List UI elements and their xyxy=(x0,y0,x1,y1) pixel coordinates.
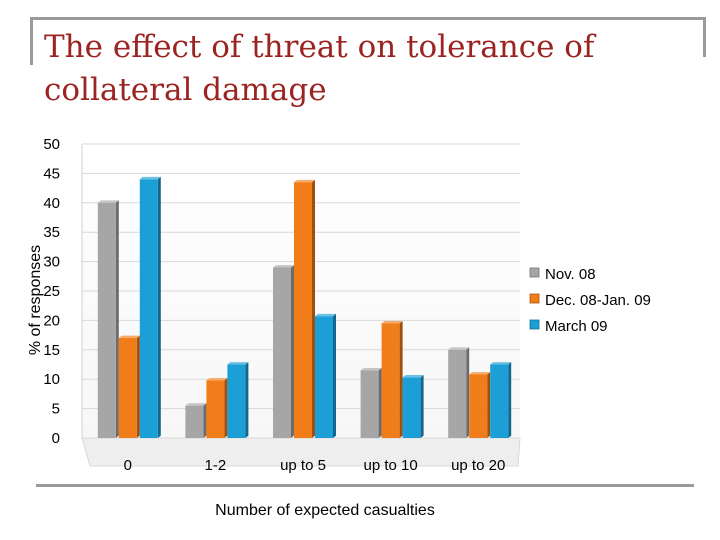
bar-top xyxy=(469,372,491,375)
bar-top xyxy=(402,375,424,378)
bar-front xyxy=(185,405,204,438)
bar xyxy=(273,265,294,438)
legend-item: Nov. 08 xyxy=(529,266,596,283)
bar-front xyxy=(490,364,509,438)
bar-top xyxy=(227,362,249,365)
bar-side xyxy=(115,200,119,438)
bar-side xyxy=(487,372,491,438)
bar-front xyxy=(273,267,291,438)
y-tick-label: 40 xyxy=(43,195,60,212)
slide-title: The effect of threat on tolerance of col… xyxy=(44,29,595,108)
x-axis-label: Number of expected casualties xyxy=(215,502,435,519)
bar-top xyxy=(185,403,207,406)
y-tick-label: 5 xyxy=(52,401,60,418)
bar-side xyxy=(157,176,161,438)
bar xyxy=(185,403,207,438)
bar-front xyxy=(227,364,246,438)
y-tick-label: 45 xyxy=(43,165,60,182)
bar-top xyxy=(381,320,403,324)
bar-side xyxy=(420,375,424,438)
bar-front xyxy=(97,202,116,438)
bar xyxy=(315,313,336,438)
bar-side xyxy=(245,362,249,438)
slide-frame-left xyxy=(30,17,33,65)
bar-front xyxy=(118,338,137,438)
bar-top xyxy=(448,347,470,350)
bar-top xyxy=(315,313,336,317)
bar-top xyxy=(206,377,228,381)
legend: Nov. 08 Dec. 08-Jan. 09 March 09 xyxy=(529,266,651,335)
slide-frame-right xyxy=(703,17,706,57)
y-tick-label: 35 xyxy=(43,224,60,241)
y-tick-label: 30 xyxy=(43,254,60,271)
x-tick-label: up to 5 xyxy=(280,457,326,474)
bar-side xyxy=(291,265,294,438)
bar xyxy=(490,362,512,438)
bar-side xyxy=(203,403,207,438)
bar-top xyxy=(294,179,315,183)
bar-front xyxy=(381,323,400,438)
legend-swatch xyxy=(529,319,540,330)
bar-side xyxy=(399,320,403,438)
bar xyxy=(360,367,382,438)
legend-item: Dec. 08-Jan. 09 xyxy=(529,292,651,309)
bar xyxy=(469,372,491,438)
legend-swatch xyxy=(529,293,540,304)
bar xyxy=(294,179,315,438)
bar-side xyxy=(312,179,315,438)
legend-label: Dec. 08-Jan. 09 xyxy=(545,292,651,309)
plot-area: 0 5 10 15 20 25 30 35 40 45 50 0 1-2 up to 5 up to 10 u… xyxy=(43,136,521,474)
bar xyxy=(227,362,249,438)
slide-frame-top xyxy=(30,17,706,20)
bar-side xyxy=(508,362,512,438)
bar-side xyxy=(136,335,140,438)
bar-front xyxy=(360,370,379,438)
bar xyxy=(97,200,119,438)
bar xyxy=(448,347,470,438)
bar-side xyxy=(333,313,336,438)
bar-front xyxy=(294,182,312,438)
bar-top xyxy=(360,367,382,371)
slide-frame-bottom xyxy=(36,484,694,487)
bar xyxy=(206,377,228,438)
y-tick-label: 0 xyxy=(52,430,60,447)
x-tick-label: up to 10 xyxy=(363,457,417,474)
x-tick-label: 1-2 xyxy=(205,457,227,474)
bar-front xyxy=(469,374,488,438)
bar xyxy=(118,335,140,438)
bar-top xyxy=(273,265,294,268)
legend-label: March 09 xyxy=(545,318,608,335)
y-tick-label: 15 xyxy=(43,342,60,359)
bar-front xyxy=(448,349,467,438)
bar-front xyxy=(315,316,333,438)
bar-front xyxy=(402,377,421,438)
bar-side xyxy=(378,367,382,438)
bar-side xyxy=(224,377,228,438)
bar-front xyxy=(206,380,225,438)
y-tick-label: 25 xyxy=(43,283,60,300)
bar-front xyxy=(139,179,158,438)
legend-item: March 09 xyxy=(529,318,608,335)
bar xyxy=(139,176,161,438)
bar xyxy=(402,375,424,438)
x-tick-label: 0 xyxy=(124,457,132,474)
bar-top xyxy=(118,335,140,339)
y-tick-label: 10 xyxy=(43,371,60,388)
bar-side xyxy=(466,347,470,438)
bar xyxy=(381,320,403,438)
x-tick-label: up to 20 xyxy=(451,457,505,474)
bar-top xyxy=(97,200,119,203)
bar-top xyxy=(139,176,161,180)
y-tick-label: 50 xyxy=(43,136,60,153)
bar-top xyxy=(490,362,512,365)
y-tick-label: 20 xyxy=(43,312,60,329)
legend-label: Nov. 08 xyxy=(545,266,596,283)
legend-swatch xyxy=(529,267,540,278)
